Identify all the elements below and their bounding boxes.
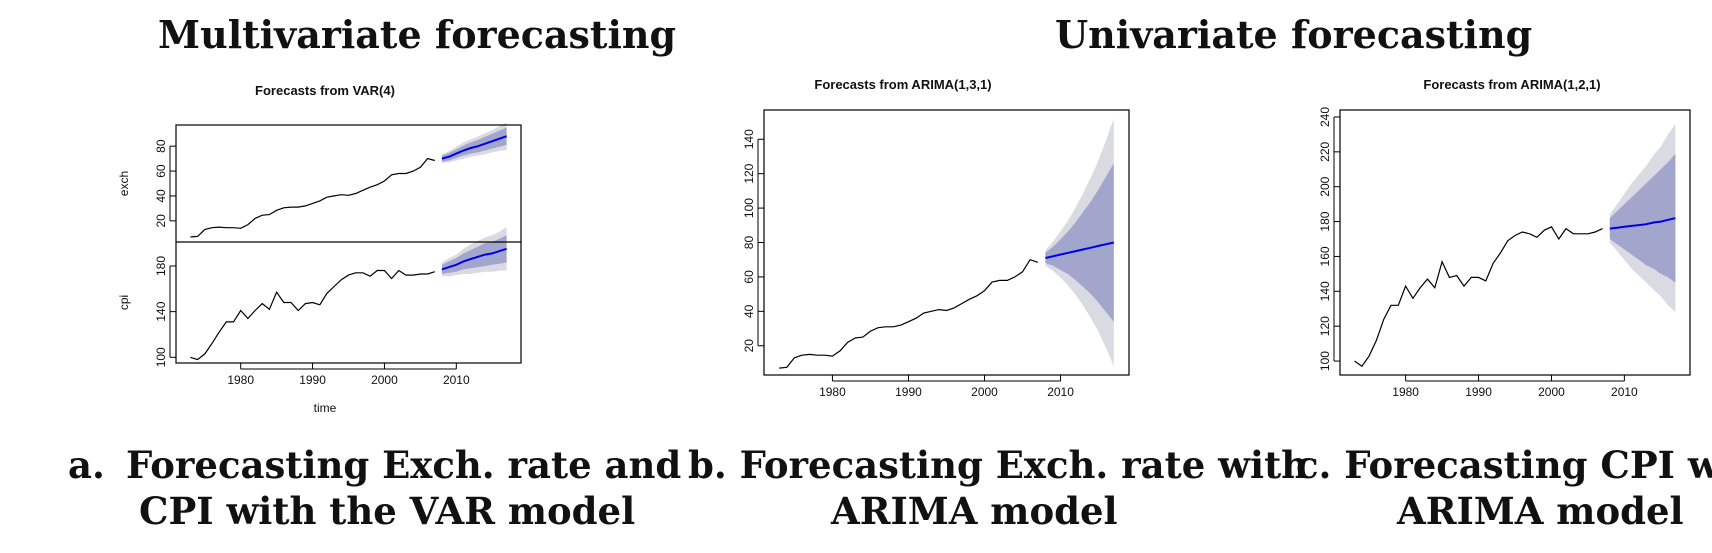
chart-c-y-tick-label: 200: [1318, 176, 1332, 196]
chart-a-panel1-history-line: [190, 157, 435, 238]
chart-b-history-line: [779, 258, 1038, 369]
chart-c-band-80: [1609, 153, 1676, 283]
chart-a-x-tick-label: 2010: [443, 373, 470, 387]
chart-a-panel2-y-tick-label: 100: [154, 347, 168, 367]
chart-c-x-tick-label: 1990: [1465, 385, 1492, 399]
chart-a-panel2-ylabel: cpi: [117, 295, 131, 310]
chart-c-x-tick-label: 1980: [1392, 385, 1419, 399]
chart-c-x-tick-label: 2000: [1538, 385, 1565, 399]
chart-a-panel2-y-tick-label: 180: [154, 256, 168, 276]
chart-a-panel1-y-tick-label: 20: [154, 214, 168, 228]
chart-c-forecast-line: [1609, 217, 1676, 230]
chart-a-panel2-history-line: [190, 269, 435, 361]
chart-a-title: Forecasts from VAR(4): [255, 83, 395, 98]
chart-c-y-tick-label: 220: [1318, 142, 1332, 162]
chart-c-y-tick-label: 120: [1318, 316, 1332, 336]
chart-b-x-tick-label: 1980: [819, 385, 846, 399]
multivariate-heading: Multivariate forecasting: [158, 12, 677, 57]
chart-c-y-tick-label: 180: [1318, 211, 1332, 231]
chart-b-x-tick-label: 2010: [1047, 385, 1074, 399]
caption-a-line2: CPI with the VAR model: [139, 489, 636, 533]
chart-b-y-tick-label: 140: [742, 129, 756, 149]
caption-a: a. Forecasting Exch. rate and CPI with t…: [68, 442, 681, 533]
chart-c-title: Forecasts from ARIMA(1,2,1): [1423, 77, 1600, 92]
chart-b-x-tick-label: 2000: [971, 385, 998, 399]
chart-a-panel1-forecast-line: [441, 135, 507, 160]
chart-b-forecast-line: [1045, 241, 1115, 259]
chart-c-y-tick-label: 140: [1318, 281, 1332, 301]
chart-c-y-tick-label: 160: [1318, 246, 1332, 266]
caption-b-line1: b. Forecasting Exch. rate with: [688, 443, 1309, 487]
caption-b: b. Forecasting Exch. rate with ARIMA mod…: [688, 442, 1309, 533]
univariate-heading: Univariate forecasting: [1055, 12, 1533, 57]
chart-a-x-tick-label: 1990: [299, 373, 326, 387]
caption-c-line2: ARIMA model: [1397, 489, 1684, 533]
chart-b-y-tick-label: 80: [742, 236, 756, 250]
chart-a-panel2-y-tick-label: 140: [154, 301, 168, 321]
caption-c-line1: c. Forecasting CPI with: [1296, 443, 1712, 487]
chart-b-title: Forecasts from ARIMA(1,3,1): [814, 77, 991, 92]
caption-c: c. Forecasting CPI with ARIMA model: [1296, 442, 1712, 533]
chart-a-panel1-y-tick-label: 80: [154, 139, 168, 153]
chart-b-band-80: [1045, 163, 1114, 322]
chart-b-y-tick-label: 40: [742, 304, 756, 318]
chart-a-panel1-y-tick-label: 40: [154, 189, 168, 203]
chart-b-x-tick-label: 1990: [895, 385, 922, 399]
chart-a-xlabel: time: [314, 401, 337, 415]
chart-c-y-tick-label: 240: [1318, 107, 1332, 127]
caption-a-marker: a.: [68, 443, 105, 487]
chart-c-history-line: [1354, 226, 1603, 368]
chart-a-panel1-y-tick-label: 60: [154, 164, 168, 178]
caption-b-line2: ARIMA model: [831, 489, 1118, 533]
chart-a-panel1-ylabel: exch: [117, 171, 131, 196]
chart-b-y-tick-label: 100: [742, 198, 756, 218]
chart-b-y-tick-label: 120: [742, 163, 756, 183]
chart-a-panel2-forecast-line: [441, 247, 507, 271]
caption-a-line1: Forecasting Exch. rate and: [126, 443, 682, 487]
chart-c-y-tick-label: 100: [1318, 351, 1332, 371]
chart-a-x-tick-label: 2000: [371, 373, 398, 387]
chart-c-frame: [1339, 109, 1691, 376]
chart-b-y-tick-label: 60: [742, 270, 756, 284]
chart-a-frame: [175, 124, 522, 364]
chart-b-y-tick-label: 20: [742, 339, 756, 353]
chart-c-x-tick-label: 2010: [1611, 385, 1638, 399]
chart-a-x-tick-label: 1980: [227, 373, 254, 387]
